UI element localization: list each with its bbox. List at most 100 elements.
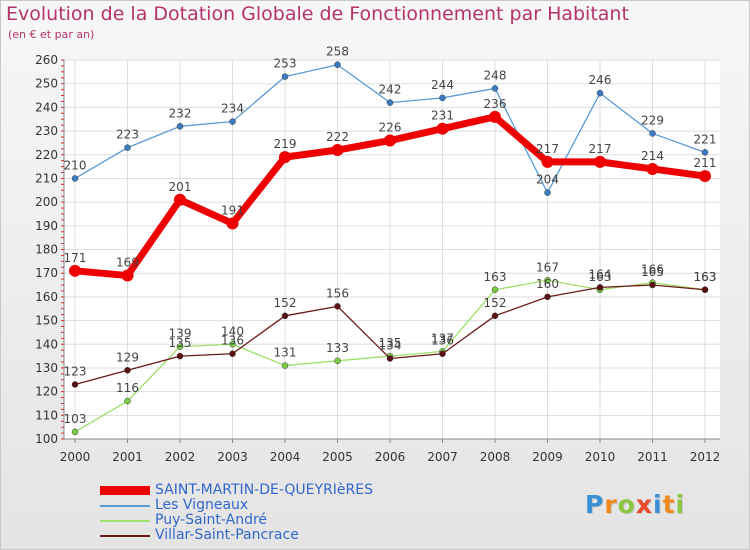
- data-point-saint-martin-de-queyri-res: [594, 155, 606, 168]
- data-point-les-vigneaux: [649, 130, 656, 137]
- data-label-saint-martin-de-queyri-res: 226: [379, 121, 402, 135]
- chart-title: Evolution de la Dotation Globale de Fonc…: [6, 3, 629, 25]
- data-point-villar-saint-pancrace: [124, 367, 131, 374]
- x-tick-label: 2002: [165, 450, 196, 464]
- data-point-saint-martin-de-queyri-res: [436, 122, 449, 135]
- legend-label: Puy-Saint-André: [155, 512, 268, 528]
- data-label-saint-martin-de-queyri-res: 219: [274, 137, 297, 151]
- data-label-saint-martin-de-queyri-res: 222: [326, 130, 349, 144]
- data-label-les-vigneaux: 244: [431, 78, 454, 92]
- data-label-les-vigneaux: 248: [484, 68, 507, 82]
- y-tick-label: 240: [35, 100, 58, 114]
- data-point-puy-saint-andr-: [281, 362, 289, 369]
- data-label-les-vigneaux: 234: [221, 102, 244, 116]
- legend-swatch: [100, 486, 150, 495]
- y-tick-label: 170: [35, 266, 58, 280]
- legend-label: Les Vigneaux: [155, 497, 249, 513]
- data-label-puy-saint-andr-: 139: [169, 327, 192, 341]
- data-point-les-vigneaux: [596, 89, 604, 97]
- data-point-puy-saint-andr-: [71, 428, 79, 436]
- data-point-villar-saint-pancrace: [334, 303, 341, 310]
- data-label-villar-saint-pancrace: 134: [379, 338, 402, 352]
- y-tick-label: 260: [35, 53, 58, 67]
- data-label-saint-martin-de-queyri-res: 217: [589, 142, 612, 156]
- x-tick-label: 2009: [532, 450, 563, 464]
- data-label-villar-saint-pancrace: 152: [274, 296, 297, 310]
- legend-label: Villar-Saint-Pancrace: [155, 527, 299, 543]
- data-label-villar-saint-pancrace: 164: [589, 267, 612, 281]
- data-point-villar-saint-pancrace: [71, 381, 79, 388]
- x-tick-label: 2012: [690, 450, 721, 464]
- data-label-puy-saint-andr-: 103: [64, 412, 87, 426]
- data-point-les-vigneaux: [386, 99, 394, 106]
- data-point-saint-martin-de-queyri-res: [279, 151, 291, 164]
- data-label-villar-saint-pancrace: 136: [431, 334, 454, 348]
- data-label-saint-martin-de-queyri-res: 169: [116, 256, 139, 270]
- data-label-les-vigneaux: 204: [536, 173, 559, 187]
- data-point-les-vigneaux: [124, 144, 131, 151]
- data-label-saint-martin-de-queyri-res: 201: [169, 180, 192, 194]
- data-label-puy-saint-andr-: 163: [484, 270, 507, 284]
- y-tick-label: 160: [35, 290, 58, 304]
- data-point-les-vigneaux: [229, 118, 236, 125]
- data-point-puy-saint-andr-: [491, 286, 499, 294]
- data-point-les-vigneaux: [71, 175, 79, 182]
- data-label-puy-saint-andr-: 137: [431, 331, 454, 345]
- y-tick-label: 100: [35, 432, 58, 446]
- data-label-villar-saint-pancrace: 152: [484, 296, 507, 310]
- x-tick-label: 2003: [217, 450, 248, 464]
- data-label-saint-martin-de-queyri-res: 211: [694, 156, 717, 170]
- data-point-les-vigneaux: [176, 123, 184, 130]
- data-label-puy-saint-andr-: 140: [221, 324, 244, 338]
- data-point-les-vigneaux: [281, 73, 289, 80]
- x-tick-label: 2004: [270, 450, 301, 464]
- data-point-puy-saint-andr-: [124, 397, 131, 405]
- data-label-les-vigneaux: 210: [64, 158, 87, 172]
- x-tick-label: 2005: [322, 450, 353, 464]
- data-point-saint-martin-de-queyri-res: [541, 155, 554, 168]
- data-label-villar-saint-pancrace: 163: [694, 270, 717, 284]
- x-tick-label: 2008: [480, 450, 511, 464]
- data-label-villar-saint-pancrace: 136: [221, 334, 244, 348]
- y-tick-label: 120: [35, 385, 58, 399]
- legend-label: SAINT-MARTIN-DE-QUEYRIèRES: [155, 482, 373, 498]
- data-point-saint-martin-de-queyri-res: [331, 144, 344, 157]
- data-label-puy-saint-andr-: 133: [326, 341, 349, 355]
- x-tick-label: 2007: [427, 450, 458, 464]
- y-tick-label: 190: [35, 219, 58, 233]
- data-point-puy-saint-andr-: [176, 343, 184, 350]
- data-label-les-vigneaux: 246: [589, 73, 612, 87]
- data-point-saint-martin-de-queyri-res: [489, 110, 501, 123]
- x-tick-label: 2000: [60, 450, 91, 464]
- data-point-puy-saint-andr-: [334, 357, 341, 365]
- x-tick-label: 2011: [637, 450, 668, 464]
- data-label-puy-saint-andr-: 116: [116, 381, 139, 395]
- y-tick-label: 220: [35, 148, 58, 162]
- data-point-saint-martin-de-queyri-res: [384, 134, 396, 147]
- data-label-les-vigneaux: 229: [641, 113, 664, 127]
- data-point-villar-saint-pancrace: [386, 355, 394, 362]
- x-tick-label: 2006: [375, 450, 406, 464]
- y-tick-label: 130: [35, 361, 58, 375]
- data-label-puy-saint-andr-: 135: [379, 336, 402, 350]
- data-label-villar-saint-pancrace: 135: [169, 336, 192, 350]
- data-point-saint-martin-de-queyri-res: [69, 264, 81, 277]
- y-tick-label: 140: [35, 337, 58, 351]
- data-label-les-vigneaux: 232: [169, 106, 192, 120]
- data-point-puy-saint-andr-: [229, 341, 236, 348]
- data-point-les-vigneaux: [701, 149, 709, 156]
- y-tick-label: 230: [35, 124, 58, 138]
- data-point-les-vigneaux: [544, 189, 551, 196]
- data-label-les-vigneaux: 253: [274, 57, 297, 71]
- data-point-villar-saint-pancrace: [491, 312, 499, 320]
- data-point-villar-saint-pancrace: [544, 293, 551, 301]
- data-label-puy-saint-andr-: 163: [589, 270, 612, 284]
- data-point-puy-saint-andr-: [544, 277, 551, 284]
- data-label-saint-martin-de-queyri-res: 217: [536, 142, 559, 156]
- data-point-saint-martin-de-queyri-res: [174, 193, 186, 206]
- data-point-saint-martin-de-queyri-res: [699, 170, 711, 183]
- data-label-villar-saint-pancrace: 160: [536, 277, 559, 291]
- y-tick-label: 250: [35, 77, 58, 91]
- data-label-puy-saint-andr-: 167: [536, 260, 559, 274]
